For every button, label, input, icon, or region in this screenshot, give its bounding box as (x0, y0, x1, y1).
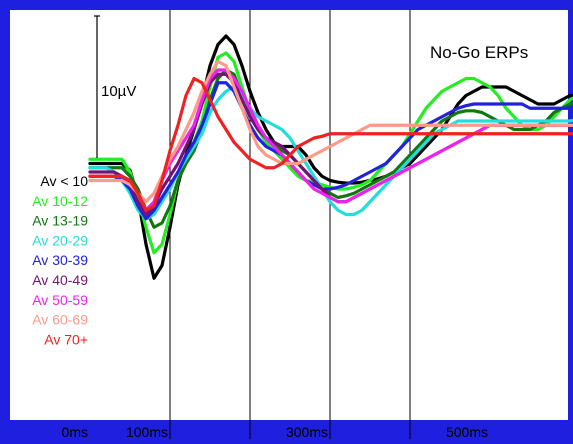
legend: Av < 10 Av 10-12 Av 13-19 Av 20-29 Av 30-39 A… (32, 173, 88, 347)
x-tick-label-1: 0ms (62, 424, 88, 439)
legend-item-8: Av 60-69 (32, 312, 88, 328)
x-tick-label-4: 500ms (446, 424, 488, 439)
legend-item-7: Av 50-59 (32, 292, 88, 308)
legend-item-1: Av < 10 (40, 173, 88, 189)
chart-title: No-Go ERPs (430, 43, 528, 62)
scale-bar-label: 10µV (101, 83, 136, 100)
legend-item-9: Av 70+ (44, 331, 88, 347)
series-lines (88, 34, 573, 280)
series-line-8 (88, 59, 573, 204)
scale-bar: 10µV (94, 15, 136, 158)
plot-area (10, 10, 568, 420)
x-tick-label-2: 100ms (126, 424, 168, 439)
series-line-9 (88, 76, 573, 212)
x-tick-labels: 0ms 100ms 300ms 500ms (62, 424, 488, 440)
legend-item-4: Av 20-29 (32, 232, 88, 248)
series-line-3 (88, 68, 573, 229)
legend-item-5: Av 30-39 (32, 252, 88, 268)
legend-item-3: Av 13-19 (32, 213, 88, 229)
legend-item-2: Av 10-12 (32, 193, 88, 209)
x-tick-label-3: 300ms (286, 424, 328, 439)
series-line-5 (88, 81, 573, 221)
legend-item-6: Av 40-49 (32, 272, 88, 288)
